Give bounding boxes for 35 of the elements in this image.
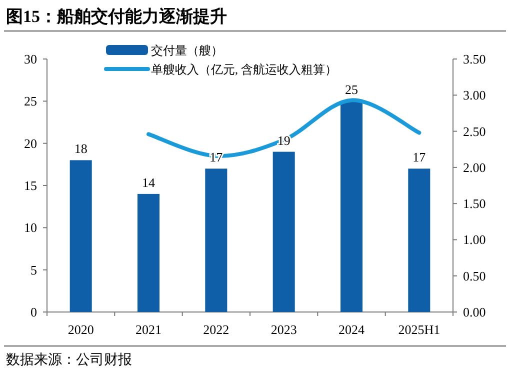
bar [340, 101, 362, 312]
y-tick-label: 10 [24, 220, 37, 236]
y-tick-label: 0 [30, 304, 37, 320]
bar [205, 168, 228, 312]
y2-tick-label: 2.50 [463, 124, 486, 139]
x-tick-label: 2025H1 [398, 322, 440, 337]
bar [70, 160, 92, 312]
y-tick-label: 20 [24, 136, 37, 151]
y2-tick-label: 0.00 [463, 304, 486, 320]
bar [138, 194, 160, 312]
x-tick-label: 2022 [203, 322, 230, 337]
chart-title: 图15：船舶交付能力逐渐提升 [6, 7, 227, 26]
y-tick-label: 30 [24, 52, 37, 66]
x-tick-label: 2024 [338, 322, 365, 337]
y-tick-label: 25 [24, 94, 37, 109]
y2-tick-label: 3.00 [463, 88, 486, 103]
bar [408, 168, 430, 312]
y2-tick-label: 0.50 [463, 268, 486, 284]
y-tick-label: 15 [24, 178, 37, 193]
source-note: 数据来源：公司财报 [6, 352, 132, 368]
x-tick-label: 2020 [68, 322, 94, 337]
bar [272, 152, 295, 312]
data-label: 25 [345, 82, 358, 98]
y2-tick-label: 3.50 [463, 52, 486, 66]
legend-label: 单艘收入（亿元, 含航运收入粗算） [151, 62, 337, 76]
y2-tick-label: 1.50 [463, 196, 486, 212]
x-tick-label: 2023 [270, 322, 297, 337]
legend-label: 交付量（艘） [151, 44, 223, 58]
data-label: 14 [142, 174, 156, 190]
y2-tick-label: 1.00 [463, 232, 486, 248]
y-tick-label: 5 [30, 262, 37, 278]
y2-tick-label: 2.00 [463, 160, 486, 175]
data-label: 18 [74, 141, 88, 156]
x-tick-label: 2021 [136, 322, 162, 337]
data-label: 17 [412, 150, 426, 165]
